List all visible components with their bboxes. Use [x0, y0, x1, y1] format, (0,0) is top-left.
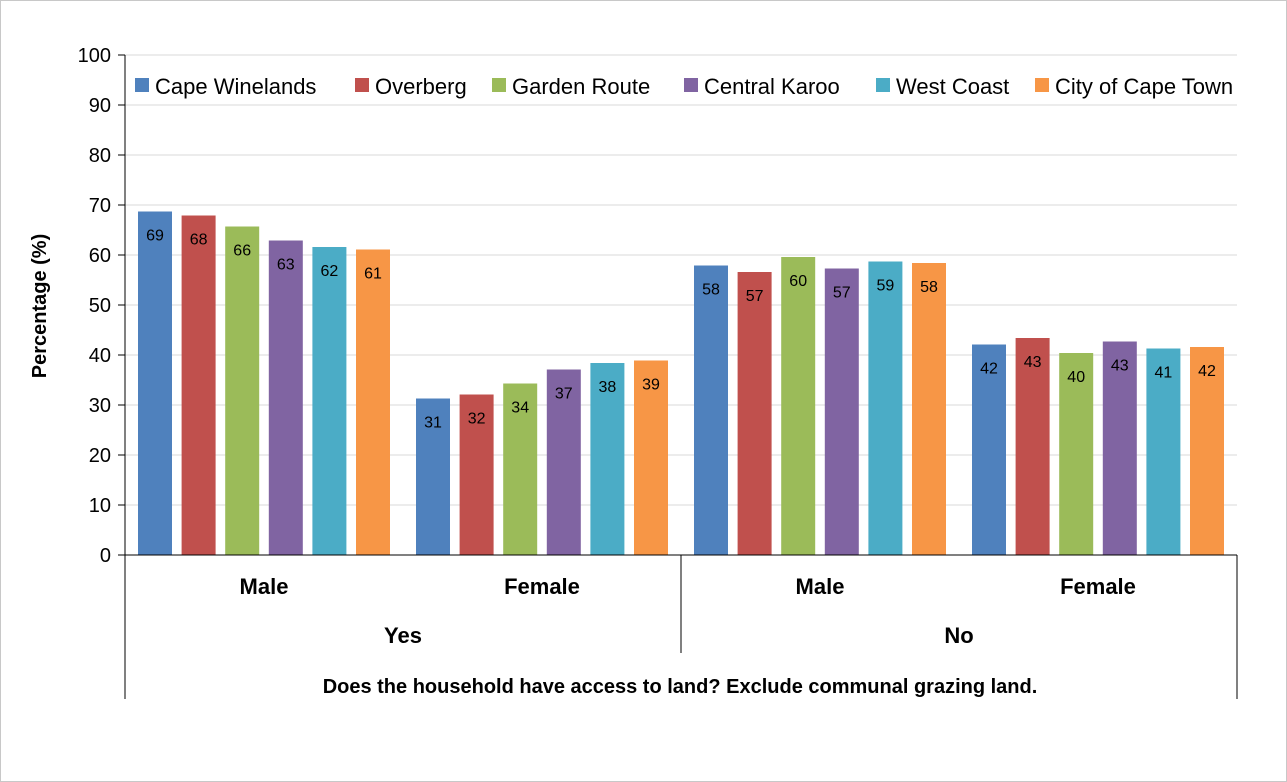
bar [416, 398, 450, 555]
data-label: 58 [920, 279, 938, 296]
bar [868, 261, 903, 555]
bar [634, 360, 668, 555]
bar [694, 265, 728, 555]
legend-swatch [684, 78, 698, 92]
data-label: 63 [277, 257, 295, 274]
bar [356, 249, 390, 555]
category-label: Male [240, 574, 289, 599]
data-label: 37 [555, 386, 573, 403]
y-axis: 0 10 20 30 40 50 60 70 80 90 100 [78, 45, 126, 567]
bar [138, 211, 172, 555]
x-axis-label: Does the household have access to land? … [323, 676, 1038, 698]
data-label: 57 [746, 288, 764, 305]
data-label: 32 [468, 411, 486, 428]
bar [1146, 348, 1181, 555]
legend-label: City of Cape Town [1055, 74, 1233, 99]
y-tick-label: 30 [89, 395, 111, 417]
data-label: 34 [511, 400, 529, 417]
legend-swatch [876, 78, 890, 92]
y-tick-label: 40 [89, 345, 111, 367]
data-label: 58 [702, 282, 720, 299]
y-tick-label: 20 [89, 445, 111, 467]
data-label: 39 [642, 377, 660, 394]
legend-swatch [355, 78, 369, 92]
y-tick-label: 0 [100, 545, 111, 567]
data-label: 61 [364, 266, 382, 283]
legend-swatch [1035, 78, 1049, 92]
data-label: 41 [1155, 365, 1173, 382]
data-label: 40 [1067, 369, 1085, 386]
bar [781, 257, 816, 555]
group-label: No [944, 623, 973, 648]
bar [503, 383, 538, 555]
y-tick-label: 80 [89, 145, 111, 167]
legend-swatch [492, 78, 506, 92]
legend-swatch [135, 78, 149, 92]
legend: Cape Winelands Overberg Garden Route Centra… [135, 74, 1233, 99]
bar [590, 363, 625, 555]
bar [546, 369, 581, 555]
legend-label: Central Karoo [704, 74, 840, 99]
data-label: 69 [146, 228, 164, 245]
bar [1190, 347, 1224, 555]
bars: 69 31 58 42 68 32 57 43 66 34 60 40 63 37 57 43 62 38 59 41… [138, 211, 1224, 555]
bar [972, 344, 1006, 555]
data-label: 42 [980, 361, 998, 378]
bar [912, 263, 946, 555]
data-label: 43 [1024, 354, 1042, 371]
x-axis: Male Female Male Female Yes No [124, 554, 1238, 699]
y-tick-label: 100 [78, 45, 111, 67]
y-tick-label: 10 [89, 495, 111, 517]
bar [268, 240, 303, 555]
bar [824, 268, 859, 555]
data-label: 42 [1198, 363, 1216, 380]
legend-label: Overberg [375, 74, 467, 99]
category-label: Female [1060, 574, 1136, 599]
bar [1015, 338, 1050, 555]
data-label: 60 [789, 273, 807, 290]
bar [737, 272, 772, 555]
bar [312, 247, 347, 555]
group-label: Yes [384, 623, 422, 648]
category-label: Female [504, 574, 580, 599]
data-label: 59 [877, 278, 895, 295]
data-label: 62 [321, 263, 339, 280]
y-tick-label: 50 [89, 295, 111, 317]
data-label: 31 [424, 415, 442, 432]
data-label: 57 [833, 285, 851, 302]
category-label: Male [796, 574, 845, 599]
legend-label: Cape Winelands [155, 74, 316, 99]
data-label: 66 [233, 243, 251, 260]
legend-label: West Coast [896, 74, 1009, 99]
y-tick-label: 70 [89, 195, 111, 217]
y-tick-label: 90 [89, 95, 111, 117]
gridlines [125, 54, 1237, 506]
bar [225, 226, 260, 555]
y-axis-label: Percentage (%) [29, 234, 51, 379]
bar [1102, 341, 1137, 555]
bar [459, 394, 494, 555]
data-label: 68 [190, 232, 208, 249]
bar [181, 215, 216, 555]
data-label: 38 [599, 379, 617, 396]
bar [1059, 353, 1094, 555]
legend-label: Garden Route [512, 74, 650, 99]
data-label: 43 [1111, 358, 1129, 375]
y-tick-label: 60 [89, 245, 111, 267]
